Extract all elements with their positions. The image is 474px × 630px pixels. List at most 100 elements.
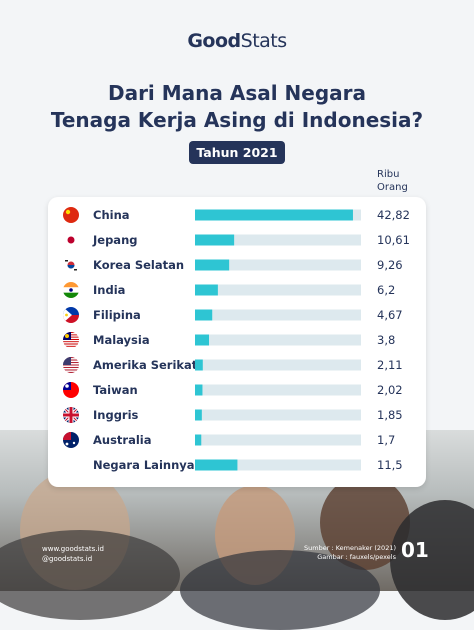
goodstats-logo: GoodStats (187, 30, 287, 52)
value-label: 3,8 (377, 333, 395, 347)
uk-flag (63, 407, 79, 423)
value-label: 10,61 (377, 233, 410, 247)
year-badge: Tahun 2021 (189, 141, 285, 164)
social-handle: @goodstats.id (42, 555, 93, 563)
bar (195, 334, 210, 346)
category-label: India (93, 283, 125, 297)
bar (195, 409, 202, 421)
value-label: 42,82 (377, 208, 410, 222)
flag-part (63, 315, 79, 323)
bar (195, 209, 353, 221)
category-label: Amerika Serikat (93, 358, 198, 372)
flag-part (63, 366, 79, 369)
flag-part (63, 282, 79, 288)
value-label: 6,2 (377, 283, 395, 297)
flag-part (63, 341, 79, 343)
unit-label: Ribu Orang (377, 168, 427, 194)
bar (195, 359, 203, 371)
chart-row: Jepang 10,61 (63, 232, 410, 248)
value-label: 2,02 (377, 383, 403, 397)
flag-part (69, 288, 73, 292)
bar-track (195, 359, 361, 371)
australia-flag (63, 432, 79, 448)
flag-part (63, 432, 71, 440)
value-label: 2,11 (377, 358, 403, 372)
bar-track (195, 334, 361, 346)
philippines-flag (63, 307, 79, 323)
chart-row: China 42,82 (63, 207, 410, 223)
flag-part (63, 345, 79, 347)
chart-row: India 6,2 (63, 282, 395, 298)
flag-part (63, 413, 79, 417)
taiwan-flag (63, 382, 79, 398)
bar-track (195, 459, 361, 471)
value-label: 1,85 (377, 408, 403, 422)
unit-line-1: Ribu (377, 169, 400, 180)
flag-part (63, 292, 79, 298)
footer-credits: Sumber : Kemenaker (2021) Gambar : fauxe… (296, 544, 396, 562)
chart-row: Inggris 1,85 (63, 407, 403, 423)
category-label: Inggris (93, 408, 139, 422)
bar-chart: China 42,82 Jepang 10,61 Korea Selatan 9,26 In… (63, 207, 410, 472)
bar (195, 434, 202, 446)
chart-row: Negara Lainnya 11,5 (93, 458, 403, 472)
footer-left: www.goodstats.id @goodstats.id (42, 544, 104, 564)
source-text: Sumber : Kemenaker (2021) (304, 544, 396, 552)
flag-part (63, 340, 79, 342)
flag-part (63, 344, 79, 346)
chart-row: Taiwan 2,02 (63, 382, 403, 398)
title-line-2: Tenaga Kerja Asing di Indonesia? (50, 108, 424, 132)
bar-track (195, 284, 361, 296)
website-text: www.goodstats.id (42, 545, 104, 553)
category-label: China (93, 208, 130, 222)
bar (195, 384, 203, 396)
bar-track (195, 234, 361, 246)
chart-row: Malaysia 3,8 (63, 332, 395, 348)
chart-row: Filipina 4,67 (63, 307, 403, 323)
flag-part (63, 357, 71, 365)
usa-flag (63, 357, 79, 374)
flag-part (63, 343, 79, 345)
flag-part (63, 346, 79, 348)
category-label: Negara Lainnya (93, 458, 195, 472)
value-label: 11,5 (377, 458, 403, 472)
flag-part (63, 373, 79, 374)
value-label: 9,26 (377, 258, 403, 272)
bar-track (195, 409, 361, 421)
chart-row: Korea Selatan 9,26 (63, 257, 403, 273)
category-label: Malaysia (93, 333, 150, 347)
flag-part (63, 307, 79, 315)
title-line-1: Dari Mana Asal Negara (107, 81, 367, 105)
value-label: 4,67 (377, 308, 403, 322)
flag-part (65, 260, 68, 262)
bar-track (195, 309, 361, 321)
page-number: 01 (401, 538, 429, 562)
bar (195, 259, 230, 271)
flag-part (63, 371, 79, 373)
bar (195, 309, 213, 321)
category-label: Jepang (92, 233, 138, 247)
bar (195, 459, 238, 471)
image-credit-text: Gambar : fauxels/pexels (317, 553, 396, 561)
flag-part (63, 370, 79, 372)
flag-part (65, 442, 69, 446)
category-label: Filipina (93, 308, 141, 322)
chart-card: China 42,82 Jepang 10,61 Korea Selatan 9,26 In… (48, 197, 426, 487)
chart-row: Amerika Serikat 2,11 (63, 357, 403, 374)
china-flag (63, 207, 79, 223)
bar-track (195, 434, 361, 446)
value-label: 1,7 (377, 433, 395, 447)
flag-part (67, 265, 75, 269)
bar (195, 284, 218, 296)
flag-part (63, 368, 79, 370)
flag-part (65, 334, 69, 338)
bar-track (195, 384, 361, 396)
category-label: Korea Selatan (93, 258, 184, 272)
page-title: Dari Mana Asal Negara Tenaga Kerja Asing… (0, 80, 474, 134)
south-korea-flag (63, 257, 79, 273)
flag-part (72, 441, 76, 445)
bar (195, 234, 235, 246)
flag-part (65, 209, 71, 215)
unit-line-2: Orang (377, 182, 408, 193)
flag-part (63, 207, 79, 223)
